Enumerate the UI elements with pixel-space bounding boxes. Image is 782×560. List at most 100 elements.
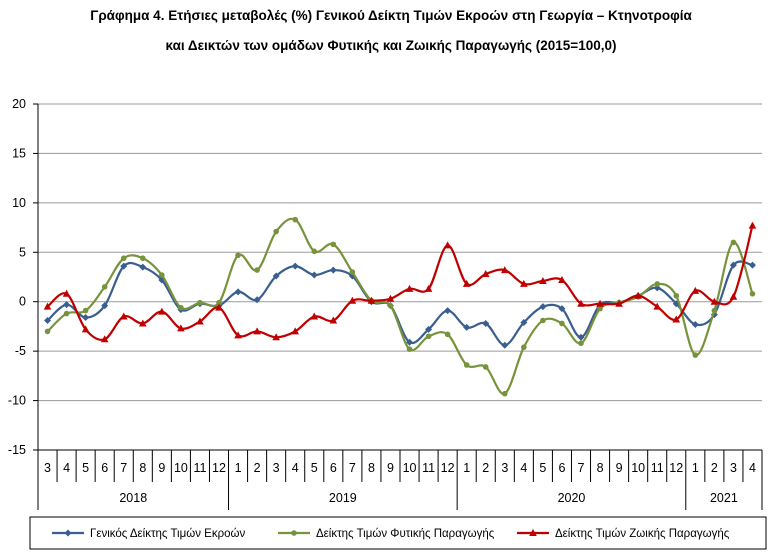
data-point-crop-index bbox=[730, 239, 737, 246]
data-point-animal-index bbox=[539, 276, 547, 284]
x-tick-label: 8 bbox=[597, 461, 604, 475]
data-point-animal-index bbox=[81, 325, 90, 333]
x-tick-label: 4 bbox=[63, 461, 70, 475]
data-point-animal-index bbox=[138, 319, 147, 327]
legend-marker-general-index bbox=[64, 529, 72, 537]
x-tick-label: 5 bbox=[539, 461, 546, 475]
data-point-animal-index bbox=[424, 284, 433, 292]
data-point-crop-index bbox=[82, 307, 89, 314]
data-point-crop-index bbox=[292, 216, 299, 223]
data-point-animal-index bbox=[672, 315, 681, 323]
year-label: 2019 bbox=[329, 491, 357, 505]
data-point-crop-index bbox=[444, 331, 451, 338]
data-point-crop-index bbox=[349, 269, 356, 275]
data-point-crop-index bbox=[425, 333, 432, 340]
data-point-general-index bbox=[748, 261, 756, 269]
y-tick-label: 5 bbox=[19, 245, 26, 259]
data-point-animal-index bbox=[310, 312, 319, 320]
data-point-crop-index bbox=[44, 328, 51, 335]
data-point-animal-index bbox=[596, 299, 604, 307]
data-point-crop-index bbox=[711, 307, 718, 314]
data-point-crop-index bbox=[216, 299, 222, 306]
year-label: 2018 bbox=[119, 491, 147, 505]
x-tick-label: 12 bbox=[212, 461, 226, 475]
data-point-animal-index bbox=[253, 327, 261, 335]
data-point-crop-index bbox=[101, 284, 108, 290]
data-point-crop-index bbox=[749, 291, 756, 297]
legend-label-crop-index: Δείκτης Τιμών Φυτικής Παραγωγής bbox=[316, 528, 495, 540]
year-label: 2020 bbox=[558, 491, 586, 505]
x-tick-label: 3 bbox=[501, 461, 508, 475]
data-point-general-index bbox=[82, 314, 90, 322]
data-point-crop-index bbox=[120, 255, 127, 262]
data-point-crop-index bbox=[578, 340, 584, 347]
data-point-general-index bbox=[501, 341, 509, 349]
data-point-animal-index bbox=[386, 294, 395, 302]
x-tick-label: 9 bbox=[387, 461, 394, 475]
data-point-animal-index bbox=[348, 296, 357, 304]
data-point-crop-index bbox=[597, 305, 603, 312]
data-point-animal-index bbox=[329, 316, 338, 324]
data-point-crop-index bbox=[654, 281, 661, 287]
data-point-general-index bbox=[234, 288, 242, 296]
data-point-animal-index bbox=[634, 291, 642, 299]
chart-title-line2: και Δεικτών των ομάδων Φυτικής και Ζωική… bbox=[165, 38, 617, 53]
x-tick-label: 7 bbox=[120, 461, 127, 475]
chart-title-line1: Γράφημα 4. Ετήσιες μεταβολές (%) Γενικού… bbox=[90, 8, 692, 23]
data-point-general-index bbox=[63, 301, 71, 309]
data-point-general-index bbox=[558, 305, 566, 313]
x-tick-label: 3 bbox=[44, 461, 51, 475]
data-point-crop-index bbox=[273, 228, 279, 235]
data-point-animal-index bbox=[653, 302, 662, 310]
x-tick-label: 10 bbox=[631, 461, 645, 475]
x-tick-label: 12 bbox=[441, 461, 455, 475]
data-point-crop-index bbox=[159, 272, 165, 278]
x-tick-label: 3 bbox=[273, 461, 280, 475]
legend-label-animal-index: Δείκτης Τιμών Ζωικής Παραγωγής bbox=[555, 528, 730, 540]
x-tick-label: 10 bbox=[174, 461, 188, 475]
series-line-crop-index bbox=[46, 217, 754, 395]
legend-label-general-index: Γενικός Δείκτης Τιμών Εκροών bbox=[90, 528, 245, 540]
data-point-general-index bbox=[139, 263, 147, 271]
x-tick-label: 6 bbox=[330, 461, 337, 475]
data-point-crop-index bbox=[63, 310, 70, 317]
data-point-general-index bbox=[406, 338, 414, 346]
data-point-animal-index bbox=[272, 333, 280, 341]
data-point-crop-index bbox=[178, 304, 184, 311]
y-tick-label: 20 bbox=[12, 97, 26, 111]
data-point-general-index bbox=[653, 284, 661, 292]
y-tick-label: 10 bbox=[12, 196, 26, 210]
data-point-crop-index bbox=[540, 317, 546, 324]
legend-box bbox=[29, 516, 767, 550]
data-point-general-index bbox=[253, 296, 261, 304]
data-point-animal-index bbox=[710, 297, 719, 305]
x-tick-label: 5 bbox=[82, 461, 89, 475]
data-point-crop-index bbox=[692, 352, 699, 358]
data-point-crop-index bbox=[463, 362, 470, 368]
data-point-animal-index bbox=[481, 270, 490, 278]
x-tick-label: 1 bbox=[235, 461, 242, 475]
y-tick-label: -5 bbox=[15, 344, 26, 358]
data-point-crop-index bbox=[501, 390, 508, 397]
data-point-crop-index bbox=[235, 252, 241, 259]
x-tick-label: 2 bbox=[254, 461, 261, 475]
data-point-crop-index bbox=[482, 364, 489, 370]
data-point-animal-index bbox=[291, 327, 300, 335]
y-tick-label: -10 bbox=[8, 394, 26, 408]
x-tick-label: 11 bbox=[193, 461, 206, 475]
data-point-animal-index bbox=[500, 266, 509, 274]
x-tick-label: 4 bbox=[749, 461, 756, 475]
x-tick-label: 1 bbox=[692, 461, 699, 475]
data-point-crop-index bbox=[197, 299, 203, 306]
x-tick-label: 10 bbox=[403, 461, 417, 475]
x-tick-label: 7 bbox=[578, 461, 585, 475]
data-point-animal-index bbox=[196, 317, 204, 325]
data-point-animal-index bbox=[367, 296, 376, 304]
data-point-general-index bbox=[425, 325, 433, 333]
data-point-general-index bbox=[272, 272, 280, 280]
x-tick-label: 6 bbox=[101, 461, 108, 475]
x-tick-label: 5 bbox=[311, 461, 318, 475]
x-tick-label: 8 bbox=[368, 461, 375, 475]
year-label: 2021 bbox=[710, 491, 738, 505]
